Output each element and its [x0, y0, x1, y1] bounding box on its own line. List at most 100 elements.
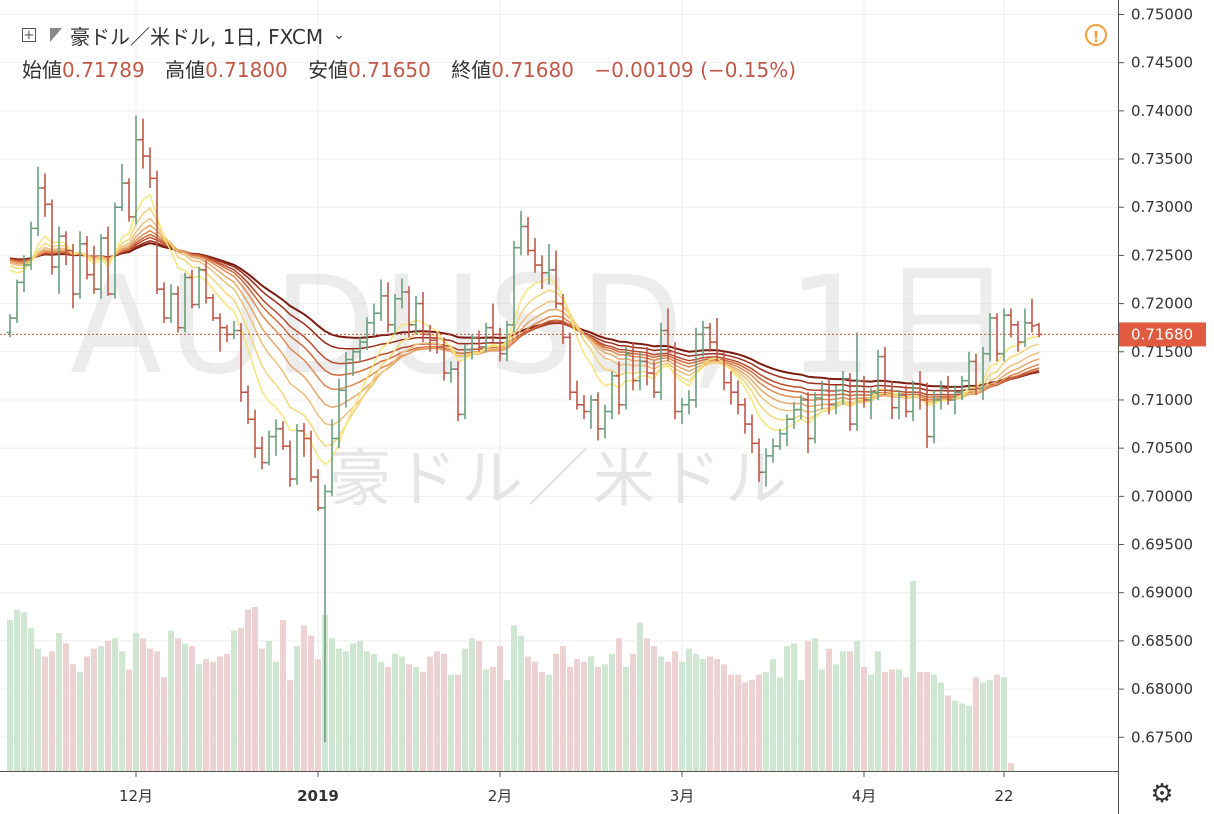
flag-icon[interactable] — [50, 28, 62, 42]
volume-bar — [476, 640, 482, 771]
low-label: 安値 — [308, 58, 349, 82]
ohlc-bar — [447, 361, 455, 383]
ohlc-bar — [104, 226, 112, 296]
volume-bar — [630, 653, 636, 771]
ohlc-bar — [643, 346, 651, 386]
ohlc-bar — [55, 226, 63, 294]
volume-bar — [455, 674, 461, 771]
ohlc-bar — [482, 322, 490, 352]
volume-bar — [679, 661, 685, 771]
ohlc-bar — [6, 314, 14, 338]
volume-bar — [791, 643, 797, 771]
ohlc-bar — [153, 170, 161, 294]
ema-line — [9, 193, 1040, 466]
volume-bar — [987, 679, 993, 771]
watermark-line2: 豪ドル／米ドル — [329, 442, 791, 515]
volume-bar — [266, 640, 272, 771]
ohlc-bar — [902, 385, 910, 418]
ohlc-bar — [846, 372, 854, 431]
high-value: 0.71800 — [205, 58, 288, 82]
y-tick-label: 0.71500 — [1131, 343, 1193, 361]
ohlc-bar — [839, 371, 847, 405]
volume-bar — [546, 674, 552, 771]
volume-bar — [931, 674, 937, 771]
volume-bar — [798, 679, 804, 771]
volume-bar — [329, 638, 335, 771]
volume-bar — [861, 666, 867, 771]
volume-bar — [357, 640, 363, 771]
chevron-down-icon[interactable]: ⌄ — [333, 27, 345, 43]
ohlc-bar — [188, 269, 196, 309]
ohlc-bar — [139, 118, 147, 169]
volume-bar — [973, 677, 979, 771]
ohlc-bar — [587, 395, 595, 429]
volume-bar — [917, 672, 923, 771]
ohlc-bar — [125, 178, 133, 222]
ohlc-bar — [216, 313, 224, 352]
ohlc-bar — [937, 380, 945, 410]
symbol-header: + 豪ドル／米ドル, 1日, FXCM ⌄ — [22, 20, 345, 50]
ohlc-bar — [335, 378, 343, 449]
volume-bar — [238, 627, 244, 771]
ohlc-bar — [328, 419, 336, 497]
volume-bar — [28, 627, 34, 771]
volume-bar — [126, 669, 132, 771]
volume-bar — [924, 672, 930, 771]
ohlc-bar — [412, 295, 420, 335]
volume-bar — [805, 640, 811, 771]
ohlc-bar — [27, 221, 35, 270]
volume-bar — [364, 651, 370, 771]
volume-bar — [168, 630, 174, 771]
ohlc-bar — [755, 438, 763, 482]
volume-bar — [462, 648, 468, 771]
volume-bar — [189, 646, 195, 771]
volume-bar — [735, 674, 741, 771]
x-tick-label: 3月 — [670, 787, 695, 805]
ohlc-bar — [160, 282, 168, 323]
ohlc-bar — [258, 436, 266, 470]
x-axis[interactable]: 12月 2019 2月 3月 4月 22 — [119, 771, 1014, 805]
volume-bar — [959, 703, 965, 771]
ohlc-bar — [314, 469, 322, 511]
volume-bar — [826, 648, 832, 771]
volume-bar — [196, 664, 202, 771]
ohlc-bar — [363, 317, 371, 350]
ohlc-bar — [538, 255, 546, 290]
volume-bar — [644, 638, 650, 771]
ohlc-bar — [1035, 322, 1043, 338]
ohlc-bar — [720, 351, 728, 391]
expand-icon[interactable]: + — [22, 28, 36, 43]
gear-icon[interactable]: ⚙ — [1150, 779, 1174, 809]
volume-bar — [84, 656, 90, 771]
ohlc-bar — [636, 351, 644, 391]
ema-line — [9, 229, 1040, 401]
symbol-title[interactable]: 豪ドル／米ドル, 1日, FXCM — [70, 24, 324, 49]
ohlc-bar — [713, 318, 721, 362]
volume-bar — [665, 661, 671, 771]
volume-bar — [623, 666, 629, 771]
ohlc-bar — [34, 166, 42, 237]
volume-bar — [1001, 677, 1007, 771]
volume-bar — [567, 666, 573, 771]
y-tick-label: 0.70500 — [1131, 439, 1193, 457]
ohlc-bar — [272, 419, 280, 456]
x-tick-label: 2月 — [488, 787, 513, 805]
ohlc-bar — [251, 409, 259, 458]
volume-bar — [427, 656, 433, 771]
ohlc-bar — [972, 353, 980, 396]
ohlc-bar — [517, 211, 525, 256]
warning-icon[interactable]: ! — [1085, 24, 1107, 46]
ohlc-bar — [559, 293, 567, 345]
ohlc-bar — [895, 390, 903, 420]
volume-bar — [336, 648, 342, 771]
volume-bar — [224, 653, 230, 771]
volume-bar — [770, 659, 776, 771]
ohlc-bar — [167, 284, 175, 323]
volume-bar — [294, 646, 300, 771]
volume-bar — [714, 659, 720, 771]
ohlc-bar — [545, 243, 553, 285]
ohlc-bar — [580, 395, 588, 420]
volume-bar — [833, 664, 839, 771]
